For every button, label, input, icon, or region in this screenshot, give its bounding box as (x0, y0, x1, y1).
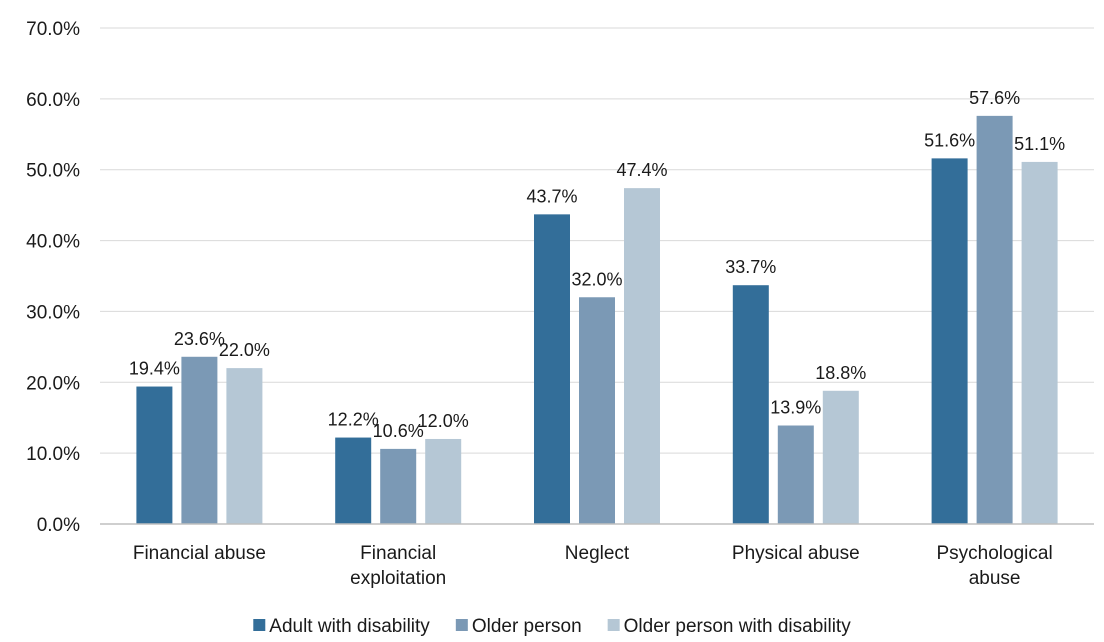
x-tick-label: Psychological (937, 543, 1053, 564)
x-tick-label: Financial abuse (133, 543, 266, 564)
legend-swatch (607, 619, 620, 631)
bar (777, 425, 814, 524)
bar (425, 438, 462, 524)
bar (1021, 161, 1058, 525)
data-label: 33.7% (725, 257, 776, 277)
bar (136, 386, 173, 524)
bar (976, 115, 1013, 524)
data-label: 18.8% (815, 363, 866, 383)
data-label: 12.2% (328, 410, 379, 430)
legend-item: Adult with disability (253, 616, 430, 637)
data-label: 13.9% (770, 398, 821, 418)
bar (380, 448, 417, 524)
y-tick-label: 40.0% (26, 232, 80, 253)
data-label: 51.6% (924, 130, 975, 150)
bar (181, 356, 218, 524)
y-tick-label: 10.0% (26, 444, 80, 465)
data-label: 47.4% (616, 160, 667, 180)
legend-item: Older person (455, 616, 582, 637)
legend-swatch (253, 619, 266, 631)
bar (335, 437, 372, 524)
legend-swatch (455, 619, 468, 631)
y-tick-label: 60.0% (26, 90, 80, 111)
data-label: 10.6% (373, 421, 424, 441)
data-label: 32.0% (571, 269, 622, 289)
bars (136, 115, 1058, 525)
data-label: 23.6% (174, 329, 225, 349)
bar (822, 390, 859, 524)
y-tick-label: 70.0% (26, 19, 80, 40)
x-tick-label: Financial (360, 543, 436, 564)
x-tick-label: abuse (969, 568, 1021, 589)
data-label: 19.4% (129, 359, 180, 379)
legend-label: Adult with disability (269, 616, 430, 637)
data-label: 43.7% (526, 186, 577, 206)
bar (732, 285, 769, 524)
bar (931, 158, 968, 524)
legend-label: Older person with disability (624, 616, 852, 637)
data-label: 51.1% (1014, 134, 1065, 154)
bar (624, 188, 660, 524)
y-tick-label: 50.0% (26, 161, 80, 182)
y-tick-label: 0.0% (37, 515, 80, 536)
bar (579, 297, 615, 524)
y-tick-label: 30.0% (26, 302, 80, 323)
data-label: 57.6% (969, 88, 1020, 108)
x-tick-label: exploitation (350, 568, 446, 589)
data-labels: 19.4% 23.6%22.0% 12.2%10.6%12.0% 43.7% 32.0%… (129, 88, 1065, 441)
data-label: 22.0% (219, 340, 270, 360)
x-tick-label: Neglect (565, 543, 630, 564)
legend: Adult with disability Older person Older p… (253, 616, 851, 637)
y-tick-label: 20.0% (26, 373, 80, 394)
y-axis-tick-labels: 0.0% 10.0% 20.0% 30.0% 40.0% 50.0% 60.0% 70.0% (26, 19, 80, 536)
legend-item: Older person with disability (607, 616, 852, 637)
legend-label: Older person (472, 616, 582, 637)
bar (534, 214, 570, 524)
data-label: 12.0% (418, 411, 469, 431)
x-axis-tick-labels: Financial abuse Financial exploitation Negl… (133, 543, 1053, 589)
bar (226, 368, 263, 524)
x-tick-label: Physical abuse (732, 543, 860, 564)
